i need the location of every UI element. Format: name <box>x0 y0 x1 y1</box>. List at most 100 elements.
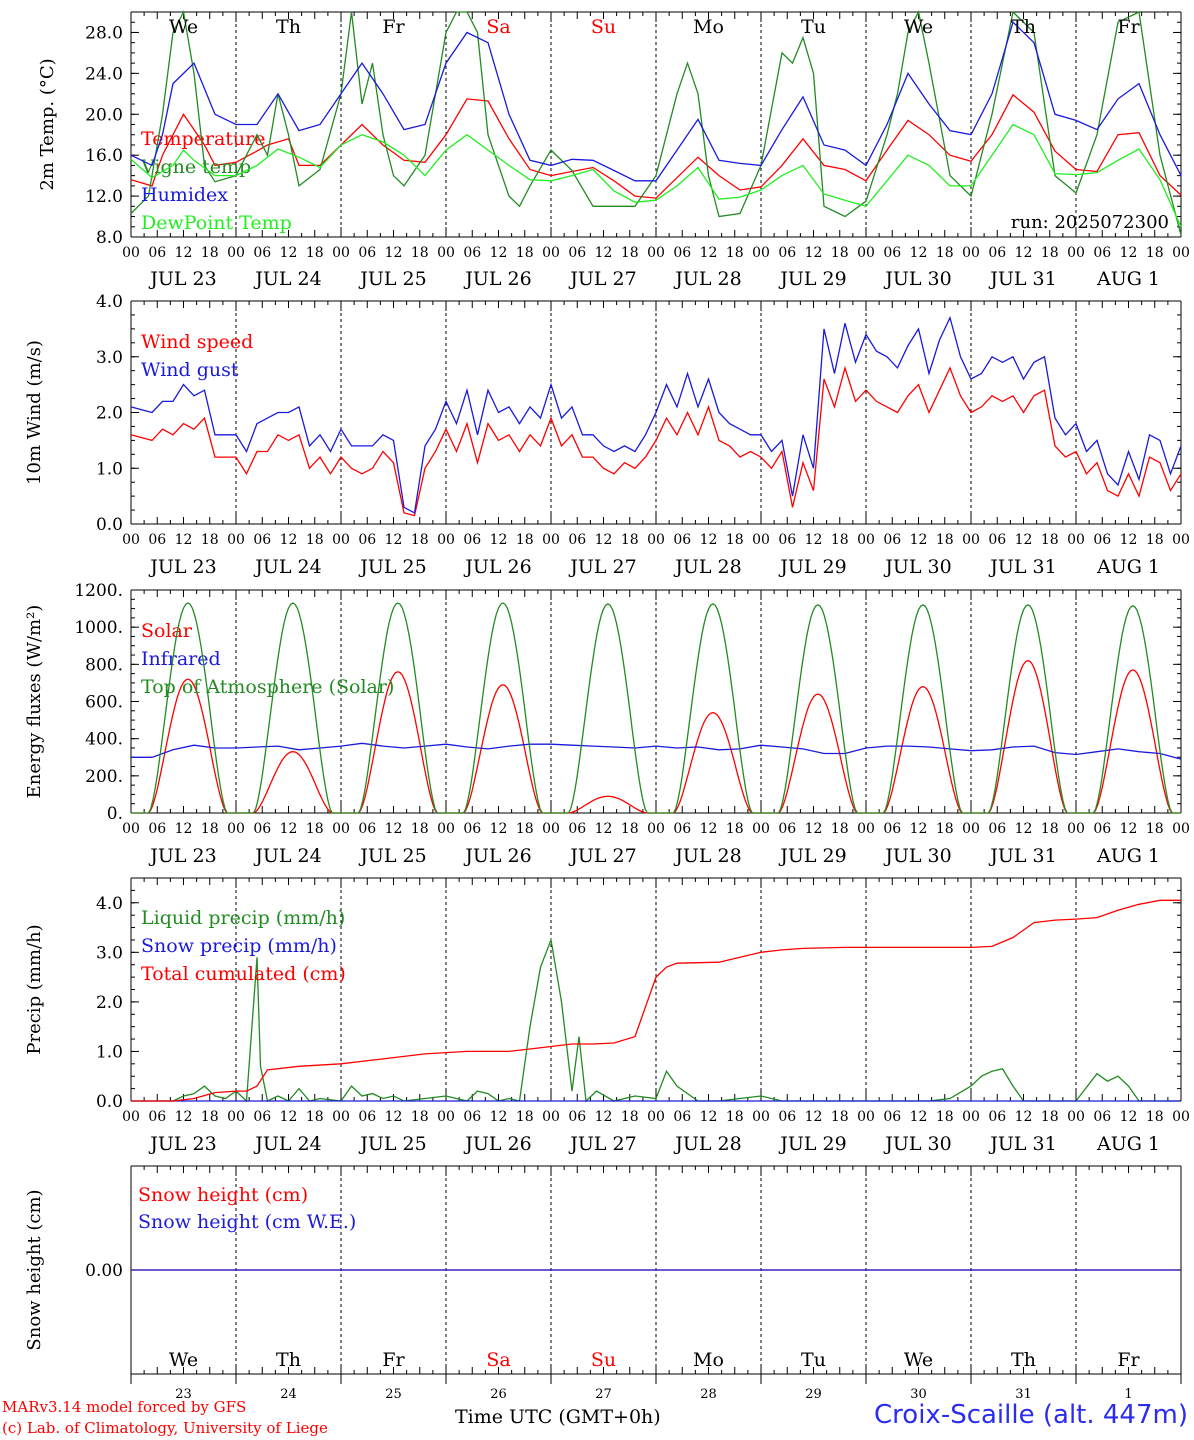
day-name-top: Sa <box>486 16 510 38</box>
y-axis-label: Precip (mm/h) <box>24 924 45 1054</box>
hour-label: 12 <box>1120 821 1138 837</box>
y-tick-label: 400. <box>85 730 123 750</box>
legend-snow-height-cm-w-e-: Snow height (cm W.E.) <box>138 1211 356 1233</box>
hour-label: 12 <box>1015 245 1033 261</box>
y-tick-label: 1200. <box>74 581 123 601</box>
date-label: JUL 26 <box>463 268 531 290</box>
hour-label: 18 <box>621 821 639 837</box>
hour-label: 06 <box>568 1109 586 1125</box>
date-label: AUG 1 <box>1096 268 1160 290</box>
hour-label: 06 <box>988 245 1006 261</box>
hour-label: 18 <box>1041 245 1059 261</box>
day-number: 25 <box>385 1387 402 1402</box>
panel-1: 8.0 12.0 16.0 20.0 24.0 28.0 2m Temp. (°C) Temp… <box>37 9 1190 290</box>
hour-label: 12 <box>385 532 403 548</box>
hour-label: 18 <box>831 821 849 837</box>
series-wind-gust <box>130 315 1182 514</box>
y-tick-label: 0.00 <box>85 1261 123 1281</box>
y-axis-label: Energy fluxes (W/m²) <box>24 605 45 799</box>
hour-label: 18 <box>1146 532 1164 548</box>
hour-label: 18 <box>621 532 639 548</box>
date-label: JUL 28 <box>673 268 741 290</box>
day-name-bottom: Th <box>1011 1349 1036 1371</box>
date-label: JUL 27 <box>568 268 636 290</box>
run-annotation: run: 2025072300 <box>1011 212 1169 233</box>
hour-label: 12 <box>805 1109 823 1125</box>
hour-label: 06 <box>883 1109 901 1125</box>
day-number: 23 <box>175 1387 192 1402</box>
hour-label: 18 <box>306 821 324 837</box>
legend-dewpoint-temp: DewPoint Temp <box>141 212 292 234</box>
hour-label: 12 <box>910 532 928 548</box>
hour-label: 18 <box>726 532 744 548</box>
day-name-top: Fr <box>382 16 405 38</box>
legend-snow-precip-mm-h-: Snow precip (mm/h) <box>141 935 337 957</box>
hour-label: 18 <box>936 821 954 837</box>
hour-label: 12 <box>175 1109 193 1125</box>
hour-label: 00 <box>542 245 560 261</box>
date-label: JUL 26 <box>463 845 531 867</box>
y-tick-label: 0. <box>107 804 123 824</box>
hour-label: 00 <box>332 532 350 548</box>
day-name-top: Fr <box>1117 16 1140 38</box>
hour-label: 00 <box>752 821 770 837</box>
hour-label: 00 <box>1067 821 1085 837</box>
y-tick-label: 3.0 <box>96 348 123 368</box>
hour-label: 06 <box>463 532 481 548</box>
date-label: JUL 28 <box>673 1133 741 1155</box>
hour-label: 18 <box>516 1109 534 1125</box>
series-infrared <box>131 742 1182 760</box>
date-label: JUL 27 <box>568 1133 636 1155</box>
date-label: JUL 29 <box>778 268 846 290</box>
day-name-bottom: Sa <box>486 1349 510 1371</box>
hour-label: 18 <box>516 821 534 837</box>
hour-label: 06 <box>673 532 691 548</box>
date-label: AUG 1 <box>1096 556 1160 578</box>
y-tick-label: 1000. <box>74 618 123 638</box>
hour-label: 00 <box>437 532 455 548</box>
hour-label: 06 <box>673 245 691 261</box>
hour-label: 00 <box>857 532 875 548</box>
hour-label: 12 <box>280 245 298 261</box>
date-label: JUL 24 <box>253 268 321 290</box>
day-name-top: Th <box>276 16 301 38</box>
hour-label: 06 <box>148 245 166 261</box>
date-label: JUL 29 <box>778 845 846 867</box>
hour-label: 00 <box>122 245 140 261</box>
hour-label: 00 <box>332 245 350 261</box>
panel-4: 0.0 1.0 2.0 3.0 4.0 Precip (mm/h) Liquid preci… <box>24 877 1190 1155</box>
legend-snow-height-cm-: Snow height (cm) <box>138 1184 308 1206</box>
date-label: JUL 25 <box>358 556 426 578</box>
hour-label: 18 <box>201 532 219 548</box>
hour-label: 18 <box>201 1109 219 1125</box>
hour-label: 06 <box>778 821 796 837</box>
series-temperature <box>130 93 1182 199</box>
station-name: Croix-Scaille (alt. 447m) <box>874 1400 1188 1430</box>
day-number: 26 <box>490 1387 507 1402</box>
hour-label: 06 <box>463 821 481 837</box>
model-credit: MARv3.14 model forced by GFS <box>2 1398 247 1416</box>
hour-label: 12 <box>595 821 613 837</box>
date-label: JUL 29 <box>778 556 846 578</box>
day-number: 30 <box>910 1387 927 1402</box>
legend-total-cumulated-cm-: Total cumulated (cm) <box>141 963 346 985</box>
hour-label: 00 <box>752 245 770 261</box>
hour-label: 06 <box>148 1109 166 1125</box>
legend-vigne-temp: Vigne temp <box>140 156 251 178</box>
hour-label: 12 <box>490 821 508 837</box>
hour-label: 00 <box>857 1109 875 1125</box>
hour-label: 06 <box>568 821 586 837</box>
hour-label: 12 <box>490 1109 508 1125</box>
hour-label: 12 <box>910 245 928 261</box>
hour-label: 12 <box>700 821 718 837</box>
y-tick-label: 4.0 <box>96 292 123 312</box>
hour-label: 06 <box>568 532 586 548</box>
hour-label: 00 <box>647 532 665 548</box>
hour-label: 12 <box>385 821 403 837</box>
hour-label: 00 <box>122 1109 140 1125</box>
y-tick-label: 2.0 <box>96 404 123 424</box>
day-name-top: We <box>904 16 933 38</box>
y-tick-label: 8.0 <box>96 228 123 248</box>
y-tick-label: 800. <box>85 655 123 675</box>
series-humidex <box>130 20 1182 182</box>
